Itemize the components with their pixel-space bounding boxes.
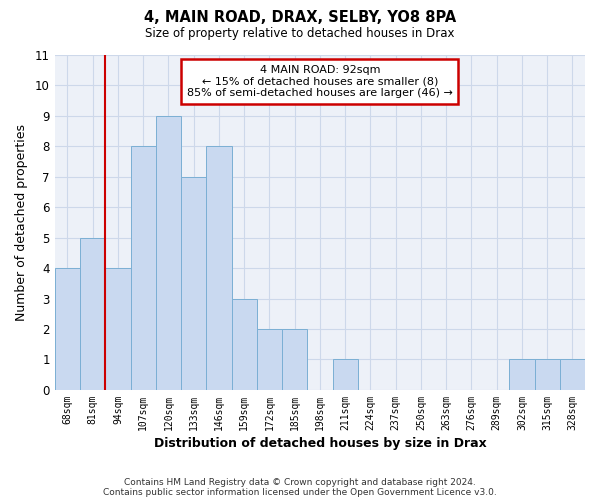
Bar (106, 268, 131, 390)
Bar (282, 329, 307, 390)
Text: Contains public sector information licensed under the Open Government Licence v3: Contains public sector information licen… (103, 488, 497, 497)
Y-axis label: Number of detached properties: Number of detached properties (15, 124, 28, 321)
Bar (131, 146, 156, 390)
Bar (80, 238, 106, 390)
Bar (560, 360, 585, 390)
X-axis label: Distribution of detached houses by size in Drax: Distribution of detached houses by size … (154, 437, 486, 450)
Bar (232, 298, 257, 390)
Text: 4 MAIN ROAD: 92sqm
← 15% of detached houses are smaller (8)
85% of semi-detached: 4 MAIN ROAD: 92sqm ← 15% of detached hou… (187, 65, 453, 98)
Bar (55, 268, 80, 390)
Bar (181, 177, 206, 390)
Bar (332, 360, 358, 390)
Bar (156, 116, 181, 390)
Text: Size of property relative to detached houses in Drax: Size of property relative to detached ho… (145, 28, 455, 40)
Text: Contains HM Land Registry data © Crown copyright and database right 2024.: Contains HM Land Registry data © Crown c… (124, 478, 476, 487)
Bar (535, 360, 560, 390)
Bar (206, 146, 232, 390)
Text: 4, MAIN ROAD, DRAX, SELBY, YO8 8PA: 4, MAIN ROAD, DRAX, SELBY, YO8 8PA (144, 10, 456, 25)
Bar (509, 360, 535, 390)
Bar (257, 329, 282, 390)
